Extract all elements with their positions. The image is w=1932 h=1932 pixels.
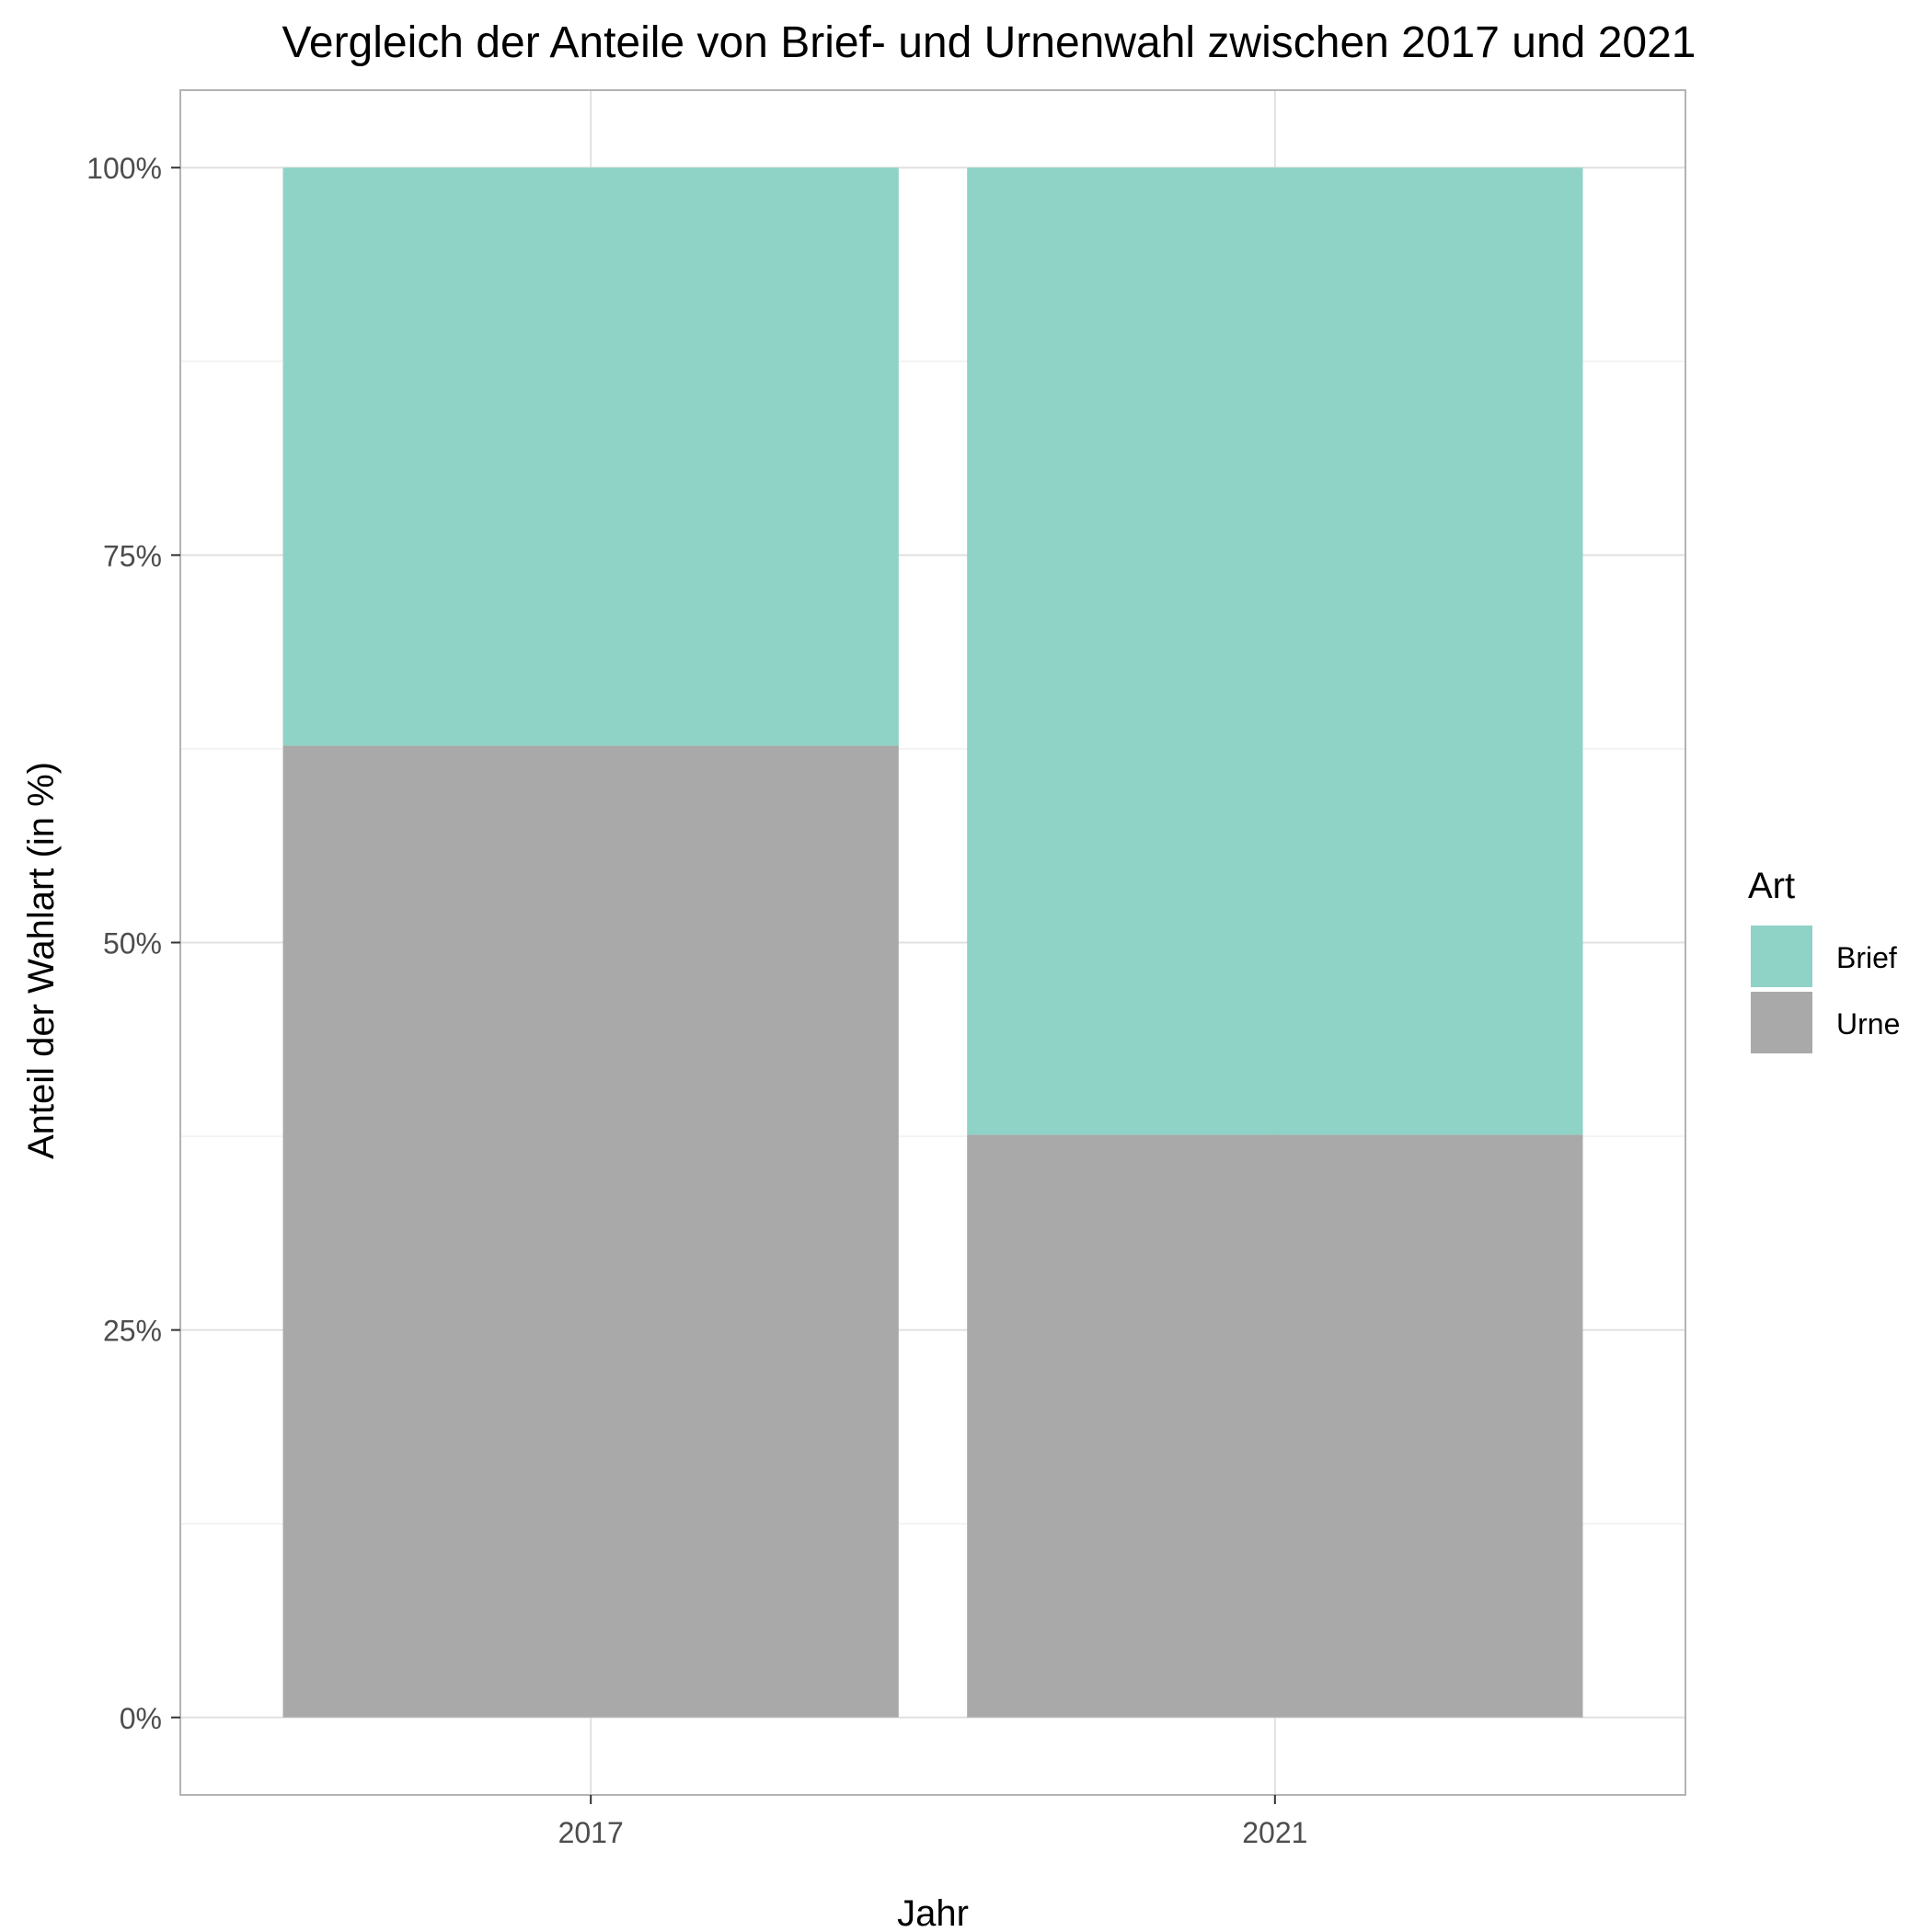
y-axis-label: Anteil der Wahlart (in %) (21, 762, 62, 1159)
bar-brief-2021 (967, 167, 1583, 1135)
bar-urne-2021 (967, 1134, 1583, 1718)
y-tick-label: 25% (103, 1315, 162, 1348)
bar-brief-2017 (282, 167, 899, 746)
x-tick-label: 2021 (1242, 1816, 1307, 1849)
bars-layer (282, 167, 1583, 1718)
legend-key-urne (1751, 992, 1812, 1053)
x-tick-label: 2017 (558, 1816, 624, 1849)
y-tick-label: 75% (103, 539, 162, 572)
x-axis: 2017 2021 (558, 1795, 1307, 1849)
x-axis-label: Jahr (897, 1893, 969, 1932)
legend-entries: Brief Urne (1751, 926, 1900, 1053)
legend-title: Art (1748, 866, 1795, 906)
y-tick-label: 0% (120, 1702, 162, 1735)
legend-label-urne: Urne (1836, 1007, 1900, 1041)
y-tick-label: 50% (103, 927, 162, 960)
y-tick-label: 100% (86, 152, 162, 185)
legend-label-brief: Brief (1836, 941, 1897, 974)
chart-title: Vergleich der Anteile von Brief- und Urn… (282, 18, 1696, 67)
legend-key-brief (1751, 926, 1812, 987)
bar-urne-2017 (282, 745, 899, 1718)
y-axis: 0% 25% 50% 75% 100% (86, 152, 180, 1735)
legend: Art Brief Urne (1748, 866, 1900, 1053)
